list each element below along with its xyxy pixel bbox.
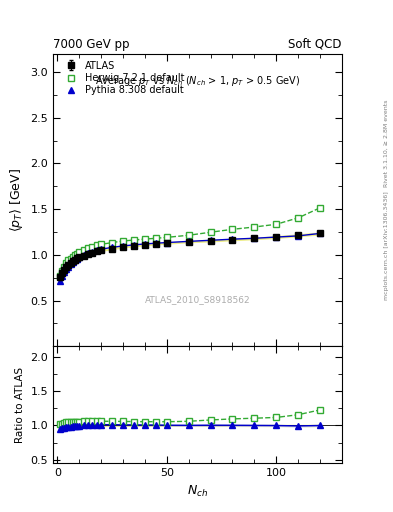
Y-axis label: Ratio to ATLAS: Ratio to ATLAS [15,367,25,443]
Pythia 8.308 default [86,250,90,257]
Pythia 8.308 default [252,235,257,241]
Text: Soft QCD: Soft QCD [288,38,342,51]
Herwig 7.2.1 default [99,241,104,247]
Pythia 8.308 default [73,258,77,264]
Text: 7000 GeV pp: 7000 GeV pp [53,38,130,51]
Text: mcplots.cern.ch [arXiv:1306.3436]: mcplots.cern.ch [arXiv:1306.3436] [384,191,389,300]
Pythia 8.308 default [68,261,73,267]
Herwig 7.2.1 default [86,245,90,251]
Pythia 8.308 default [208,237,213,243]
Herwig 7.2.1 default [165,234,169,241]
Herwig 7.2.1 default [73,252,77,258]
Pythia 8.308 default [90,249,95,255]
Herwig 7.2.1 default [143,236,147,242]
Herwig 7.2.1 default [94,242,99,248]
Pythia 8.308 default [57,278,62,284]
Herwig 7.2.1 default [154,235,158,241]
Text: Average $p_T$ vs $N_{ch}$ ($N_{ch}$ > 1, $p_T$ > 0.5 GeV): Average $p_T$ vs $N_{ch}$ ($N_{ch}$ > 1,… [95,74,300,88]
Herwig 7.2.1 default [62,264,66,270]
Text: ATLAS_2010_S8918562: ATLAS_2010_S8918562 [145,295,250,304]
Pythia 8.308 default [154,240,158,246]
Pythia 8.308 default [143,241,147,247]
Pythia 8.308 default [70,259,75,265]
Pythia 8.308 default [132,242,136,248]
Pythia 8.308 default [77,254,82,261]
Herwig 7.2.1 default [75,251,79,257]
Pythia 8.308 default [59,273,64,279]
Herwig 7.2.1 default [66,258,71,264]
Herwig 7.2.1 default [59,268,64,274]
Herwig 7.2.1 default [318,205,322,211]
Herwig 7.2.1 default [90,244,95,250]
Pythia 8.308 default [75,255,79,262]
Pythia 8.308 default [296,233,301,239]
Herwig 7.2.1 default [68,255,73,262]
Herwig 7.2.1 default [186,232,191,238]
Pythia 8.308 default [94,247,99,253]
Y-axis label: $\langle p_T \rangle$ [GeV]: $\langle p_T \rangle$ [GeV] [8,168,25,232]
Herwig 7.2.1 default [57,273,62,279]
Pythia 8.308 default [110,244,114,250]
Pythia 8.308 default [165,240,169,246]
Pythia 8.308 default [62,269,66,275]
X-axis label: $N_{ch}$: $N_{ch}$ [187,484,208,499]
Herwig 7.2.1 default [121,238,125,244]
Herwig 7.2.1 default [252,224,257,230]
Herwig 7.2.1 default [296,215,301,221]
Herwig 7.2.1 default [70,253,75,260]
Text: Rivet 3.1.10, ≥ 2.8M events: Rivet 3.1.10, ≥ 2.8M events [384,100,389,187]
Herwig 7.2.1 default [208,229,213,236]
Herwig 7.2.1 default [81,247,86,253]
Herwig 7.2.1 default [274,221,279,227]
Line: Herwig 7.2.1 default: Herwig 7.2.1 default [57,205,323,279]
Pythia 8.308 default [274,234,279,240]
Pythia 8.308 default [66,264,71,270]
Line: Pythia 8.308 default: Pythia 8.308 default [57,230,323,283]
Pythia 8.308 default [121,243,125,249]
Herwig 7.2.1 default [77,249,82,255]
Pythia 8.308 default [230,236,235,242]
Pythia 8.308 default [64,266,68,272]
Pythia 8.308 default [318,230,322,237]
Herwig 7.2.1 default [110,240,114,246]
Herwig 7.2.1 default [230,226,235,232]
Herwig 7.2.1 default [132,237,136,243]
Legend: ATLAS, Herwig 7.2.1 default, Pythia 8.308 default: ATLAS, Herwig 7.2.1 default, Pythia 8.30… [58,58,187,97]
Herwig 7.2.1 default [64,260,68,266]
Pythia 8.308 default [186,238,191,244]
Pythia 8.308 default [81,252,86,258]
Pythia 8.308 default [99,246,104,252]
